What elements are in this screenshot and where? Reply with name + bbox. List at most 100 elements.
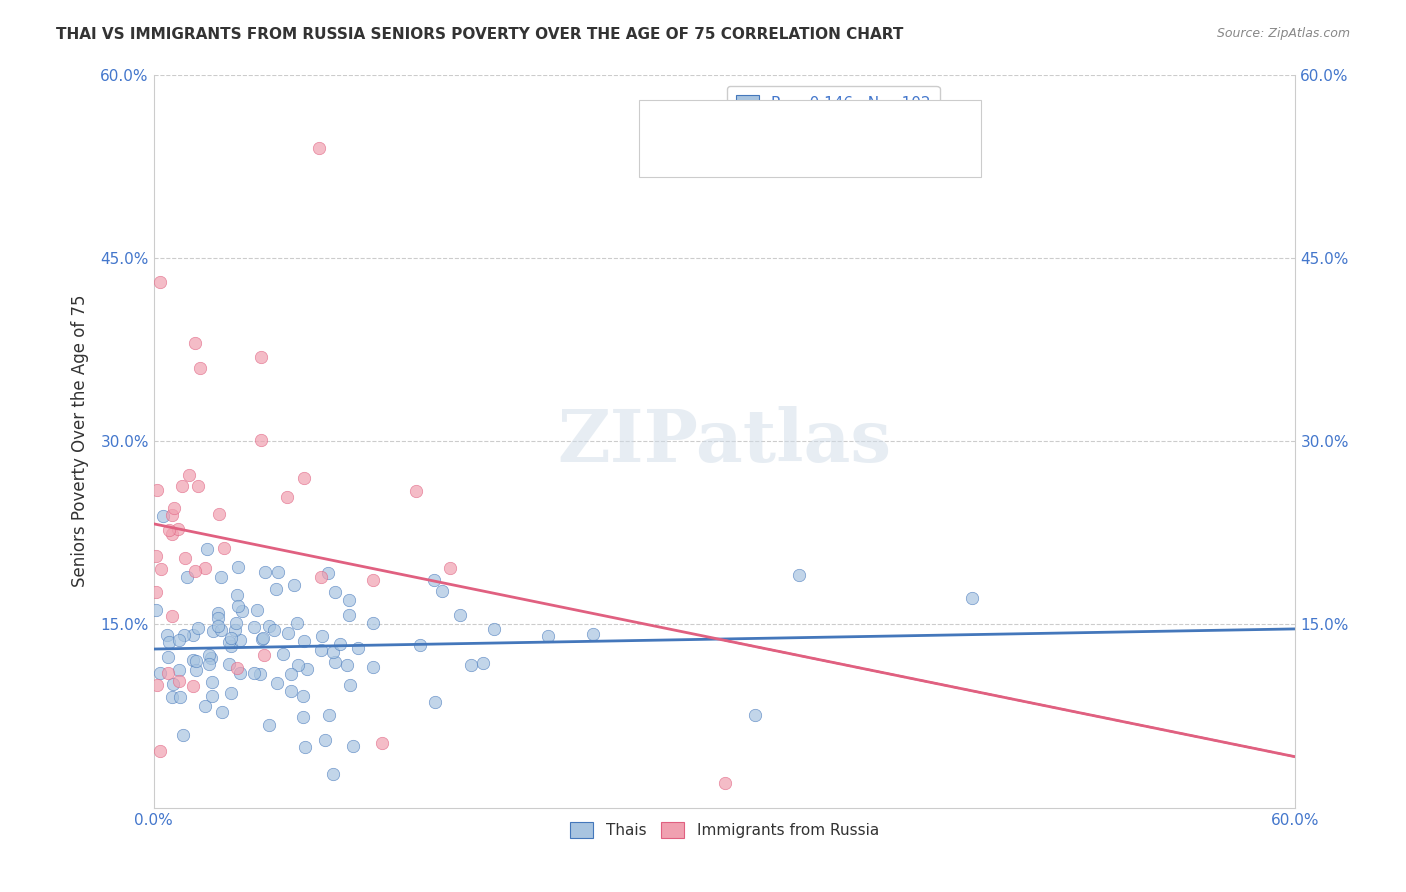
Point [226, 559, 249, 574]
Text: Source: ZipAtlas.com: Source: ZipAtlas.com [1216, 27, 1350, 40]
Point [363, 573, 385, 587]
Point [209, 623, 232, 637]
Point [484, 622, 506, 636]
Point [472, 656, 495, 670]
Point [439, 561, 461, 575]
Text: ZIPatlas: ZIPatlas [558, 406, 891, 476]
Point [202, 624, 225, 638]
Point [252, 648, 274, 663]
Point [423, 695, 446, 709]
Text: THAI VS IMMIGRANTS FROM RUSSIA SENIORS POVERTY OVER THE AGE OF 75 CORRELATION CH: THAI VS IMMIGRANTS FROM RUSSIA SENIORS P… [56, 27, 904, 42]
Point [219, 640, 242, 654]
Point [283, 578, 305, 592]
Point [176, 569, 198, 583]
Point [309, 642, 332, 657]
Point [228, 632, 250, 647]
Point [243, 665, 266, 680]
Point [152, 509, 174, 524]
Point [224, 623, 246, 637]
Point [295, 662, 318, 676]
Point [257, 718, 280, 732]
Point [323, 585, 346, 599]
Point [170, 478, 193, 492]
Point [318, 708, 340, 723]
Point [242, 620, 264, 634]
Point [309, 570, 332, 584]
Point [218, 634, 240, 648]
Point [323, 655, 346, 669]
Point [409, 638, 432, 652]
Point [430, 584, 453, 599]
Point [162, 676, 184, 690]
Point [713, 776, 735, 790]
Point [960, 591, 983, 605]
Point [198, 657, 221, 671]
Point [266, 566, 288, 580]
Point [252, 632, 274, 647]
Point [322, 766, 344, 780]
Point [167, 674, 190, 689]
Point [157, 635, 180, 649]
Legend: Thais, Immigrants from Russia: Thais, Immigrants from Russia [564, 816, 884, 844]
Point [246, 602, 269, 616]
Point [208, 507, 231, 521]
Point [207, 618, 229, 632]
Point [188, 360, 211, 375]
Point [226, 588, 249, 602]
Point [156, 628, 179, 642]
Point [276, 490, 298, 504]
Point [249, 351, 271, 365]
Point [149, 275, 172, 289]
Point [254, 565, 277, 579]
Point [163, 501, 186, 516]
Point [231, 604, 253, 618]
Point [201, 689, 224, 703]
Point [184, 564, 207, 578]
Point [194, 561, 217, 575]
Point [363, 615, 385, 630]
Point [271, 647, 294, 661]
Point [160, 527, 183, 541]
Point [169, 690, 191, 705]
Point [291, 690, 314, 704]
Point [322, 645, 344, 659]
Point [460, 657, 482, 672]
Point [187, 621, 209, 635]
Point [287, 657, 309, 672]
Point [145, 603, 167, 617]
Point [212, 541, 235, 555]
Point [582, 626, 605, 640]
Point [537, 629, 560, 643]
Point [184, 336, 207, 351]
Point [292, 471, 315, 485]
Point [219, 632, 242, 646]
Point [316, 566, 339, 580]
Point [263, 624, 285, 638]
Point [449, 608, 471, 623]
Point [336, 658, 359, 673]
Point [328, 637, 350, 651]
Point [207, 610, 229, 624]
Point [166, 522, 188, 536]
Point [160, 609, 183, 624]
Point [361, 660, 384, 674]
Point [167, 664, 190, 678]
Y-axis label: Seniors Poverty Over the Age of 75: Seniors Poverty Over the Age of 75 [72, 295, 89, 588]
Point [156, 666, 179, 681]
Point [266, 676, 288, 690]
Point [184, 655, 207, 669]
Point [291, 709, 314, 723]
Point [160, 508, 183, 522]
Point [342, 739, 364, 753]
Point [337, 607, 360, 622]
Point [186, 663, 208, 677]
Point [200, 650, 222, 665]
Point [172, 728, 194, 742]
Point [308, 141, 330, 155]
Point [787, 568, 810, 582]
Point [264, 582, 287, 596]
Point [149, 744, 172, 758]
Point [277, 626, 299, 640]
Point [146, 483, 169, 497]
Point [292, 634, 315, 648]
